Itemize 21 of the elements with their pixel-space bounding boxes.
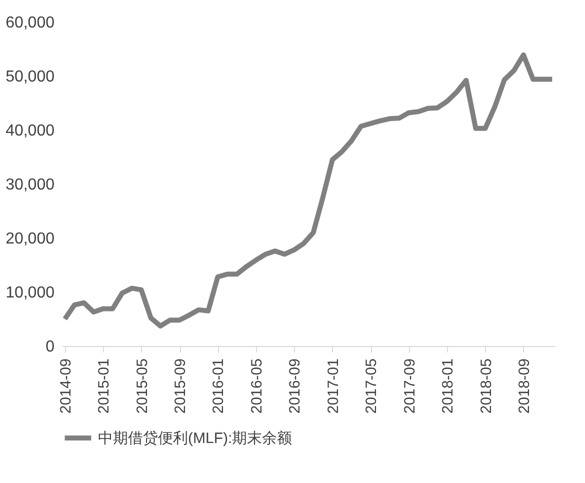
x-tick-label: 2018-05	[478, 358, 495, 414]
x-tick-label: 2016-09	[286, 358, 304, 414]
x-tick-label: 2015-09	[172, 358, 190, 414]
y-tick-label: 10,000	[6, 284, 55, 302]
y-tick-label: 30,000	[6, 176, 55, 194]
x-tick-label: 2017-09	[401, 358, 418, 414]
x-tick-label: 2016-01	[210, 358, 228, 414]
y-tick-label: 40,000	[6, 122, 55, 140]
x-tick-label: 2018-01	[440, 358, 457, 414]
y-tick-label: 0	[46, 338, 55, 356]
x-tick-label: 2017-05	[363, 358, 380, 414]
legend-label: 中期借贷便利(MLF):期末余额	[98, 430, 292, 447]
x-tick-label: 2015-05	[134, 358, 151, 414]
y-tick-label: 50,000	[6, 68, 55, 86]
y-tick-label: 60,000	[6, 14, 55, 32]
x-tick-label: 2015-01	[96, 358, 113, 414]
x-tick-label: 2018-09	[516, 358, 533, 414]
x-tick-label: 2016-05	[248, 358, 266, 414]
x-tick-label: 2014-09	[57, 358, 74, 414]
x-tick-label: 2017-01	[324, 358, 342, 414]
y-tick-label: 20,000	[6, 230, 55, 248]
